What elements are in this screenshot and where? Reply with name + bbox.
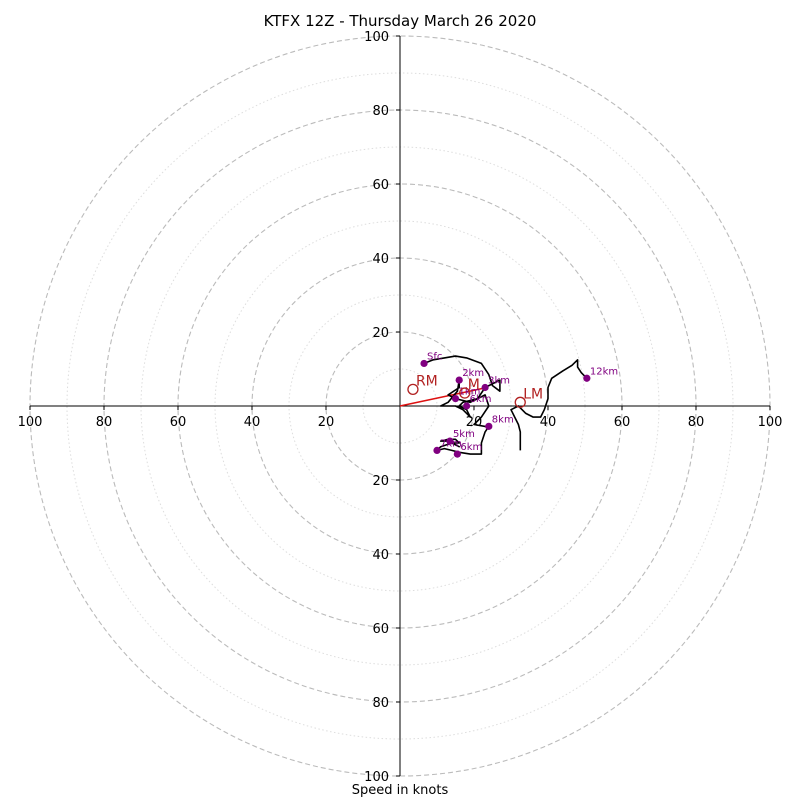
height-marker bbox=[583, 374, 591, 382]
x-tick-label: 40 bbox=[244, 415, 261, 430]
height-label: 2km bbox=[462, 368, 484, 379]
x-tick-label: 80 bbox=[688, 415, 705, 430]
height-marker bbox=[446, 437, 454, 445]
y-tick-label: 20 bbox=[372, 326, 389, 341]
x-tick-label: 100 bbox=[18, 415, 43, 430]
height-marker bbox=[433, 446, 441, 454]
x-tick-label: 20 bbox=[318, 415, 335, 430]
y-tick-label: 80 bbox=[372, 104, 389, 119]
storm-motion-label: M bbox=[468, 377, 480, 393]
storm-motion-marker bbox=[514, 396, 526, 408]
chart-title: KTFX 12Z - Thursday March 26 2020 bbox=[263, 12, 537, 30]
hodograph-trace-upper bbox=[510, 358, 586, 451]
y-tick-label: 100 bbox=[364, 30, 389, 45]
storm-motion-label: LM bbox=[523, 386, 543, 402]
height-label: 6km bbox=[460, 442, 482, 453]
y-tick-label: 60 bbox=[372, 178, 389, 193]
height-marker bbox=[455, 376, 463, 384]
height-marker bbox=[485, 422, 493, 430]
y-tick-label: 100 bbox=[364, 770, 389, 785]
y-tick-label: 40 bbox=[372, 548, 389, 563]
hodograph-trace-lower bbox=[423, 355, 501, 455]
shear-vector-group bbox=[399, 386, 488, 407]
height-marker bbox=[463, 402, 471, 410]
x-tick-label: 60 bbox=[614, 415, 631, 430]
shear-vector bbox=[399, 386, 488, 407]
storm-motion-label: RM bbox=[416, 373, 438, 389]
x-tick-label: 100 bbox=[758, 415, 783, 430]
height-marker bbox=[481, 383, 489, 392]
height-marker bbox=[451, 395, 460, 403]
storm-motion-marker bbox=[459, 387, 471, 399]
storm-motion-markers: RM M LM bbox=[407, 373, 543, 408]
y-tick-label: 60 bbox=[372, 622, 389, 637]
height-marker bbox=[453, 450, 461, 458]
height-label: 3km bbox=[488, 376, 510, 387]
wind-trace-group bbox=[423, 355, 586, 455]
tick-labels: 20 20 20 20 40 40 40 40 60 60 60 60 80 80 80 80 100 100 10… bbox=[18, 30, 783, 785]
y-tick-label: 40 bbox=[372, 252, 389, 267]
storm-motion-marker bbox=[407, 383, 419, 396]
height-label: 5km bbox=[453, 429, 475, 440]
x-tick-label: 40 bbox=[540, 415, 557, 430]
height-label: 12km bbox=[590, 366, 618, 377]
height-label: Sfc bbox=[427, 351, 442, 362]
x-axis-label: Speed in knots bbox=[351, 783, 449, 798]
height-label: 8km bbox=[492, 414, 514, 425]
y-tick-label: 80 bbox=[372, 696, 389, 711]
height-label: 7km bbox=[440, 438, 462, 449]
height-label: 6km bbox=[470, 394, 492, 405]
y-tick-label: 20 bbox=[372, 474, 389, 489]
x-tick-label: 20 bbox=[466, 415, 483, 430]
height-marker bbox=[420, 359, 428, 368]
x-tick-label: 60 bbox=[170, 415, 187, 430]
x-tick-label: 80 bbox=[96, 415, 113, 430]
